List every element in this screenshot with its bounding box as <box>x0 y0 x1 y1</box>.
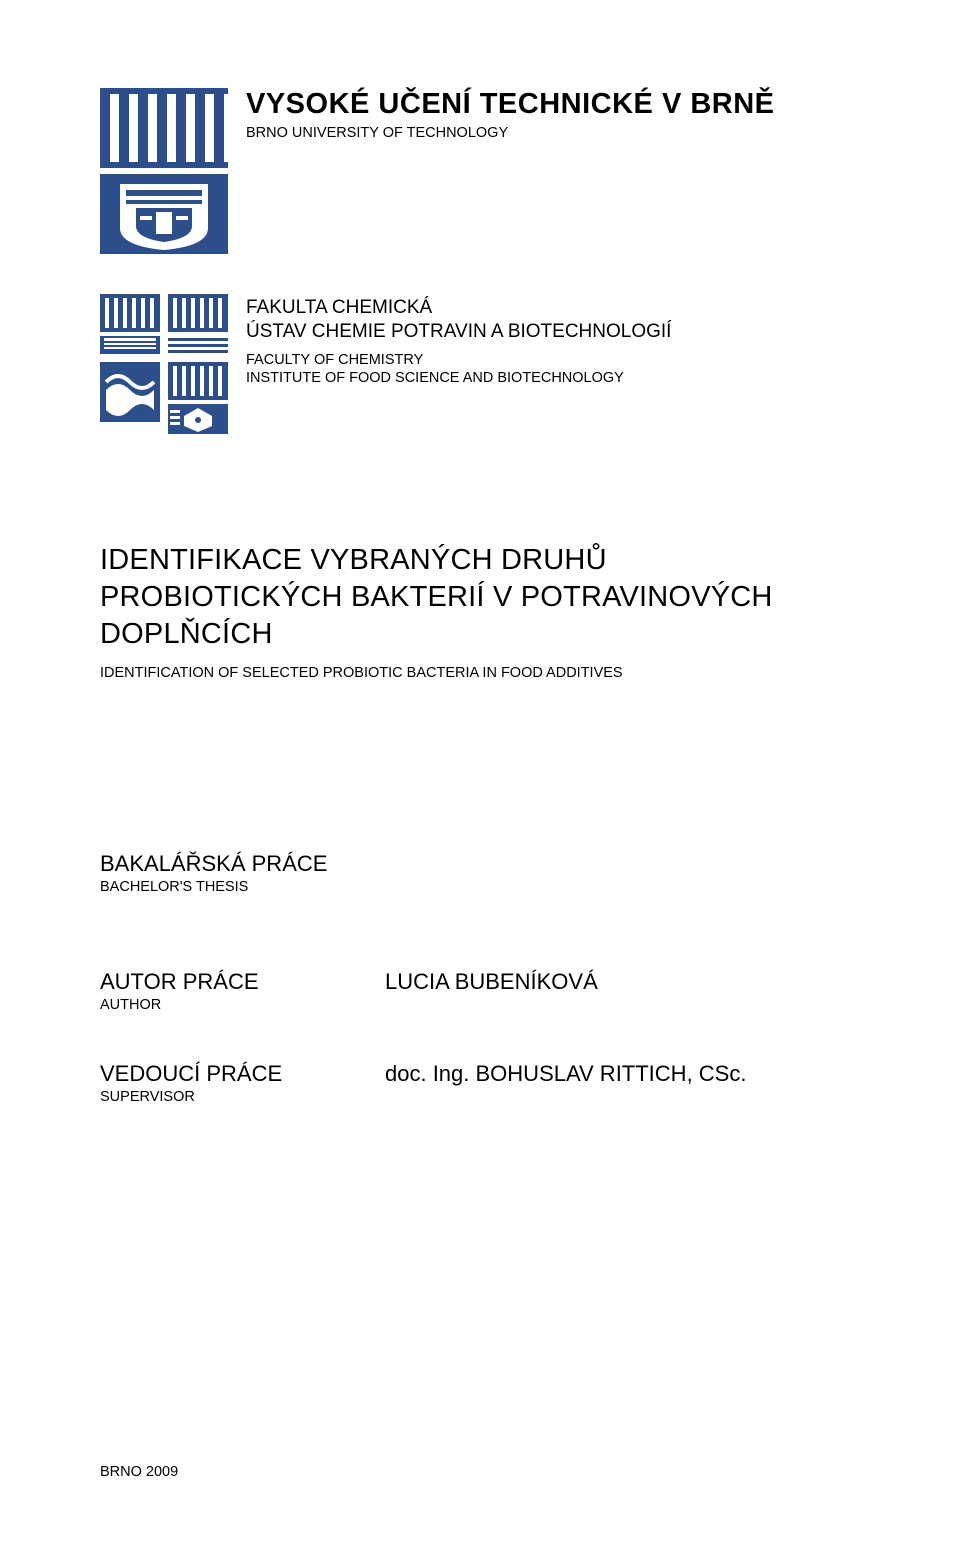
footer-year: BRNO 2009 <box>100 1464 178 1480</box>
supervisor-label-en: SUPERVISOR <box>100 1089 385 1105</box>
supervisor-row: VEDOUCÍ PRÁCE SUPERVISOR doc. Ing. BOHUS… <box>100 1061 860 1105</box>
thesis-subtitle: IDENTIFICATION OF SELECTED PROBIOTIC BAC… <box>100 665 860 681</box>
vut-logo-icon <box>100 88 228 254</box>
faculty-name: FAKULTA CHEMICKÁ <box>246 296 671 320</box>
author-label: AUTOR PRÁCE <box>100 969 385 995</box>
author-name: LUCIA BUBENÍKOVÁ <box>385 969 598 1013</box>
thesis-type: BAKALÁŘSKÁ PRÁCE <box>100 851 860 877</box>
thesis-title-line: IDENTIFIKACE VYBRANÝCH DRUHŮ <box>100 542 860 579</box>
faculty-tile-row-2-icon <box>100 362 228 434</box>
institute-name-en: INSTITUTE OF FOOD SCIENCE AND BIOTECHNOL… <box>246 369 671 388</box>
institute-name: ÚSTAV CHEMIE POTRAVIN A BIOTECHNOLOGIÍ <box>246 320 671 344</box>
author-row: AUTOR PRÁCE AUTHOR LUCIA BUBENÍKOVÁ <box>100 969 860 1013</box>
university-subtitle: BRNO UNIVERSITY OF TECHNOLOGY <box>246 125 775 141</box>
supervisor-name: doc. Ing. BOHUSLAV RITTICH, CSc. <box>385 1061 746 1105</box>
thesis-title-line: DOPLŇCÍCH <box>100 616 860 653</box>
faculty-logo-tiles <box>100 294 228 434</box>
faculty-name-en: FACULTY OF CHEMISTRY <box>246 351 671 370</box>
faculty-tile-row-1-icon <box>100 294 228 354</box>
supervisor-label: VEDOUCÍ PRÁCE <box>100 1061 385 1087</box>
thesis-type-en: BACHELOR'S THESIS <box>100 879 860 895</box>
author-label-en: AUTHOR <box>100 997 385 1013</box>
thesis-title-line: PROBIOTICKÝCH BAKTERIÍ V POTRAVINOVÝCH <box>100 579 860 616</box>
university-title: VYSOKÉ UČENÍ TECHNICKÉ V BRNĚ <box>246 88 775 121</box>
